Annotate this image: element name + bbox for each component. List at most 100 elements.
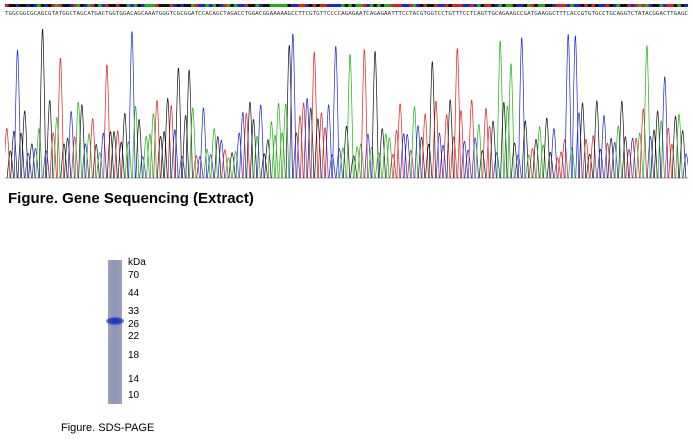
header-cell: [577, 4, 582, 7]
sequence-letters: TGGCGGCGCAGCGTATGGCTAGCATGACTGGTGGACAGCA…: [5, 11, 688, 17]
header-cell: [105, 4, 110, 7]
trace-peak: [153, 100, 161, 179]
header-cell: [294, 4, 299, 7]
trace-peak: [425, 143, 433, 179]
trace-peak: [189, 107, 197, 179]
header-cell: [223, 4, 228, 7]
header-cell: [316, 4, 320, 7]
header-cell: [258, 4, 263, 7]
trace-peak: [278, 132, 286, 179]
trace-peak: [232, 151, 240, 179]
header-cell: [659, 4, 664, 7]
trace-peak: [53, 117, 61, 179]
header-cell: [65, 4, 70, 7]
header-cell: [291, 4, 295, 7]
trace-peak: [464, 149, 472, 179]
trace-peak: [378, 128, 386, 179]
header-cell: [519, 4, 524, 7]
header-cell: [344, 4, 349, 7]
header-cell: [44, 4, 49, 7]
header-cell: [312, 4, 317, 7]
header-cell: [330, 4, 335, 7]
header-cell: [15, 4, 20, 7]
header-cell: [680, 4, 685, 7]
header-cell: [323, 4, 328, 7]
header-cell: [348, 4, 353, 7]
header-cell: [541, 4, 546, 7]
header-cell: [198, 4, 202, 7]
header-cell: [287, 4, 292, 7]
trace-peak: [525, 154, 533, 179]
header-cell: [362, 4, 367, 7]
trace-peak: [110, 131, 118, 179]
trace-peak: [264, 139, 272, 179]
header-cell: [491, 4, 496, 7]
header-cell: [90, 4, 95, 7]
marker-label: 26: [128, 319, 140, 330]
protein-band: [106, 317, 124, 325]
header-cell: [8, 4, 13, 7]
trace-peak: [21, 110, 29, 179]
trace-peak: [13, 50, 22, 179]
marker-label: 70: [128, 270, 140, 281]
header-cell: [480, 4, 485, 7]
trace-peak: [171, 129, 179, 179]
trace-peak: [10, 131, 18, 179]
trace-peak: [396, 103, 404, 179]
trace-peak: [507, 63, 515, 179]
header-cell: [276, 4, 281, 7]
trace-peak: [682, 153, 688, 179]
header-cell: [423, 4, 428, 7]
trace-peak: [632, 137, 640, 179]
header-cell: [580, 4, 585, 7]
header-cell: [351, 4, 356, 7]
header-cell: [516, 4, 521, 7]
trace-peak: [28, 143, 36, 179]
trace-peak: [38, 29, 47, 179]
header-cell: [248, 4, 253, 7]
trace-peak: [332, 46, 340, 179]
header-cell: [165, 4, 170, 7]
trace-peak: [550, 128, 558, 179]
header-cell: [215, 4, 220, 7]
header-cell: [552, 4, 556, 7]
header-cell: [437, 4, 442, 7]
header-cell: [201, 4, 206, 7]
header-cell: [176, 4, 181, 7]
trace-peak: [42, 150, 50, 179]
header-cell: [444, 4, 449, 7]
header-cell: [455, 4, 460, 7]
trace-peak: [74, 102, 82, 179]
header-cell: [684, 4, 688, 7]
header-cell: [373, 4, 378, 7]
header-cell: [641, 4, 646, 7]
trace-peak: [300, 102, 308, 179]
trace-peak: [614, 125, 622, 179]
header-cell: [587, 4, 592, 7]
header-cell: [305, 4, 310, 7]
trace-peak: [589, 135, 597, 179]
trace-peak: [307, 107, 315, 179]
header-cell: [115, 4, 120, 7]
trace-peak: [328, 154, 336, 179]
header-cell: [69, 4, 74, 7]
trace-peak: [146, 134, 154, 179]
trace-peak: [103, 64, 111, 179]
trace-peak: [99, 132, 107, 179]
header-cell: [83, 4, 88, 7]
trace-peak: [367, 146, 376, 179]
header-cell: [97, 4, 102, 7]
trace-peak: [303, 98, 311, 179]
header-cell: [155, 4, 160, 7]
header-cell: [555, 4, 560, 7]
trace-peak: [536, 126, 544, 179]
trace-peak: [260, 153, 268, 179]
trace-peak: [371, 51, 379, 179]
header-cell: [62, 4, 67, 7]
trace-peak: [60, 143, 68, 179]
header-cell: [584, 4, 589, 7]
trace-peak: [135, 119, 143, 179]
header-cell: [609, 4, 614, 7]
trace-peak: [471, 137, 479, 179]
trace-peak: [478, 150, 486, 179]
